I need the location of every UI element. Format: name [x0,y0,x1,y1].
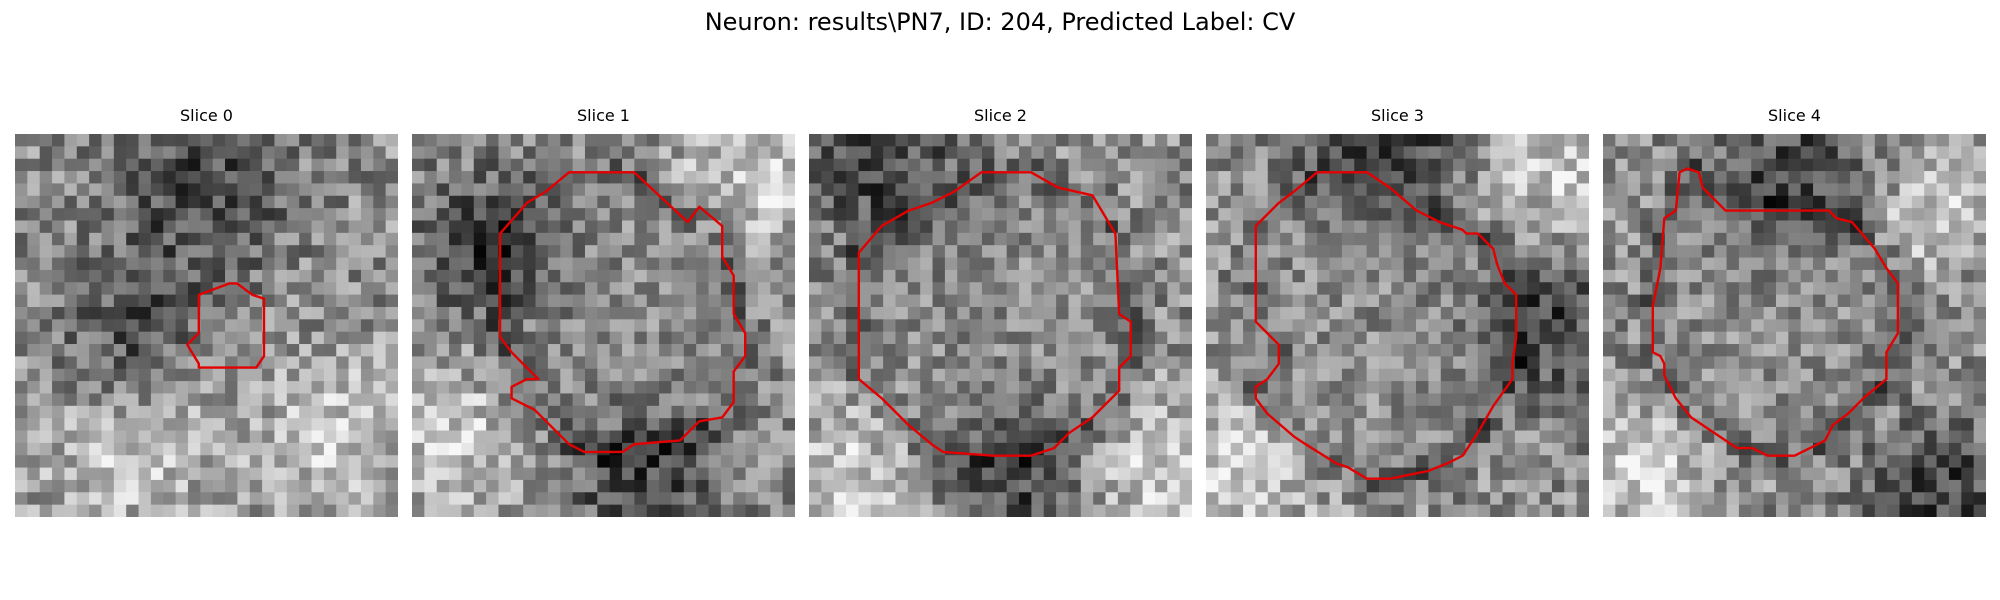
slice-image [15,134,398,517]
slice-title: Slice 4 [1768,106,1821,125]
slice-title: Slice 1 [577,106,630,125]
slice-panel-0: Slice 0 [15,106,398,517]
slice-panel-3: Slice 3 [1206,106,1589,517]
slice-panel-1: Slice 1 [412,106,795,517]
figure-title: Neuron: results\PN7, ID: 204, Predicted … [704,8,1296,36]
slice-panel-4: Slice 4 [1603,106,1986,517]
slice-panel-2: Slice 2 [809,106,1192,517]
segmentation-contour [1651,167,1900,457]
segmentation-contour [857,171,1132,457]
slice-image [1603,134,1986,517]
slice-title: Slice 0 [180,106,233,125]
slice-title: Slice 2 [974,106,1027,125]
slice-image [412,134,795,517]
segmentation-contour [1254,171,1518,480]
slice-title: Slice 3 [1371,106,1424,125]
slice-image [1206,134,1589,517]
slice-image [809,134,1192,517]
segmentation-contour [498,171,747,454]
segmentation-contour [186,282,266,369]
